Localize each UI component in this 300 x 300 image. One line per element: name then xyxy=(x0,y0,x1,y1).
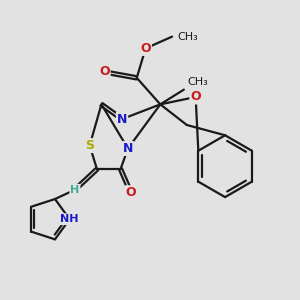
Text: N: N xyxy=(117,112,127,126)
Text: O: O xyxy=(140,42,151,55)
Text: O: O xyxy=(125,186,136,199)
Text: CH₃: CH₃ xyxy=(188,77,208,87)
Text: NH: NH xyxy=(60,214,79,224)
Text: O: O xyxy=(99,65,110,79)
Text: O: O xyxy=(190,91,201,103)
Text: CH₃: CH₃ xyxy=(177,32,198,42)
Text: N: N xyxy=(123,142,133,155)
Text: S: S xyxy=(85,139,94,152)
Text: H: H xyxy=(70,185,80,195)
